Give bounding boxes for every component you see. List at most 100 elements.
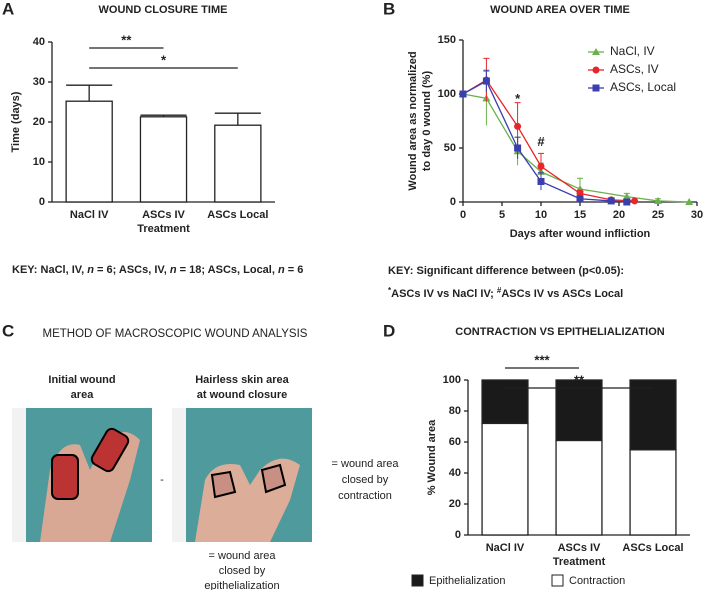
panel-label: A [2, 0, 14, 18]
photo [12, 408, 152, 542]
key-part: = 18; ASCs, Local, [177, 264, 278, 276]
key-text: KEY: Significant difference between (p<0… [388, 265, 624, 277]
y-tick-label: 20 [33, 116, 45, 128]
key-part: n [170, 264, 177, 276]
legend-label: Epithelialization [429, 575, 505, 587]
bar-segment [629, 449, 677, 536]
annotation: # [537, 134, 545, 149]
y-tick-label: 100 [438, 88, 456, 100]
line [462, 79, 635, 202]
operator: - [160, 474, 164, 486]
bar [65, 100, 113, 203]
y-tick-label: 20 [449, 498, 461, 510]
significance-label: ** [121, 32, 132, 47]
x-tick-label: ASCs Local [622, 542, 683, 554]
note: = wound area [332, 458, 400, 470]
legend-label: ASCs, IV [610, 62, 659, 76]
bar-segment [481, 379, 529, 425]
x-tick-label: ASCs IV [142, 209, 185, 221]
annotation: * [515, 91, 521, 106]
point [459, 90, 467, 98]
panel-title: METHOD OF MACROSCOPIC WOUND ANALYSIS [43, 328, 308, 340]
point [607, 197, 615, 205]
y-tick-label: 40 [33, 36, 45, 48]
y-tick-label: 0 [450, 196, 456, 208]
bar-segment [481, 422, 529, 536]
x-tick-label: 15 [574, 209, 586, 221]
y-tick-label: 100 [443, 374, 461, 386]
y-axis-label: to day 0 wound (%) [421, 71, 433, 172]
y-tick-label: 80 [449, 405, 461, 417]
panel-label: C [2, 321, 14, 340]
x-tick-label: 10 [535, 209, 547, 221]
x-tick-label: ASCs Local [207, 209, 268, 221]
y-tick-label: 0 [455, 529, 461, 541]
key-part: n [278, 264, 285, 276]
note: = wound area [209, 550, 277, 562]
point [576, 189, 584, 197]
x-tick-label: NaCl IV [70, 209, 109, 221]
significance-label: * [161, 52, 167, 67]
significance-label: ** [574, 372, 585, 387]
key-part: n [87, 264, 94, 276]
y-axis-label: % Wound area [426, 419, 438, 495]
photo [172, 408, 312, 542]
photo-label: Initial wound [48, 374, 115, 386]
panel-label: D [383, 321, 395, 340]
point [482, 77, 490, 85]
x-axis-label: Treatment [137, 223, 190, 235]
point [654, 196, 662, 204]
legend-swatch [411, 574, 424, 587]
photo-label: at wound closure [197, 389, 287, 401]
key-part: ASCs IV vs NaCl IV; [391, 288, 497, 300]
y-tick-label: 60 [449, 436, 461, 448]
y-tick-label: 0 [39, 196, 45, 208]
photo-label: Hairless skin area [195, 374, 289, 386]
point [537, 162, 545, 170]
point [622, 192, 631, 200]
key-part: * [388, 286, 392, 295]
key-text: KEY: NaCl, IV, n = 6; ASCs, IV, n = 18; … [12, 264, 303, 276]
significance-label: *** [534, 352, 550, 367]
x-axis-label: Days after wound infliction [510, 228, 651, 240]
y-tick-label: 10 [33, 156, 45, 168]
point [537, 177, 545, 185]
x-tick-label: NaCl IV [486, 542, 525, 554]
legend-label: Contraction [569, 575, 625, 587]
y-tick-label: 30 [33, 76, 45, 88]
bar [214, 124, 262, 203]
legend-label: NaCl, IV [610, 44, 655, 58]
point [592, 48, 600, 55]
chart-title: CONTRACTION VS EPITHELIALIZATION [455, 326, 664, 338]
point [623, 198, 631, 206]
key-text: *ASCs IV vs NaCl IV; #ASCs IV vs ASCs Lo… [388, 286, 623, 300]
legend-label: ASCs, Local [610, 80, 676, 94]
key-part: = 6; ASCs, IV, [94, 264, 170, 276]
y-axis-label: Wound area as normalized [407, 51, 419, 190]
bar [139, 116, 188, 203]
chart-title: WOUND AREA OVER TIME [490, 4, 630, 16]
line [462, 93, 690, 203]
key-part: = 6 [285, 264, 304, 276]
note: epithelialization [204, 580, 279, 590]
point [592, 84, 600, 92]
legend-swatch [551, 574, 564, 587]
x-tick-label: ASCs IV [558, 542, 601, 554]
panel-label: B [383, 0, 395, 18]
key-part: KEY: NaCl, IV, [12, 264, 87, 276]
note: closed by [219, 565, 266, 577]
key-part: # [497, 286, 502, 295]
bar-segment [555, 379, 603, 442]
bar-segment [629, 379, 677, 451]
x-tick-label: 25 [652, 209, 664, 221]
y-tick-label: 50 [444, 142, 456, 154]
note: contraction [338, 490, 392, 502]
point [631, 197, 639, 205]
point [514, 122, 522, 130]
chart-title: WOUND CLOSURE TIME [99, 4, 228, 16]
note: closed by [342, 474, 389, 486]
photo-label: area [71, 389, 95, 401]
x-tick-label: 30 [691, 209, 703, 221]
x-tick-label: 0 [460, 209, 466, 221]
